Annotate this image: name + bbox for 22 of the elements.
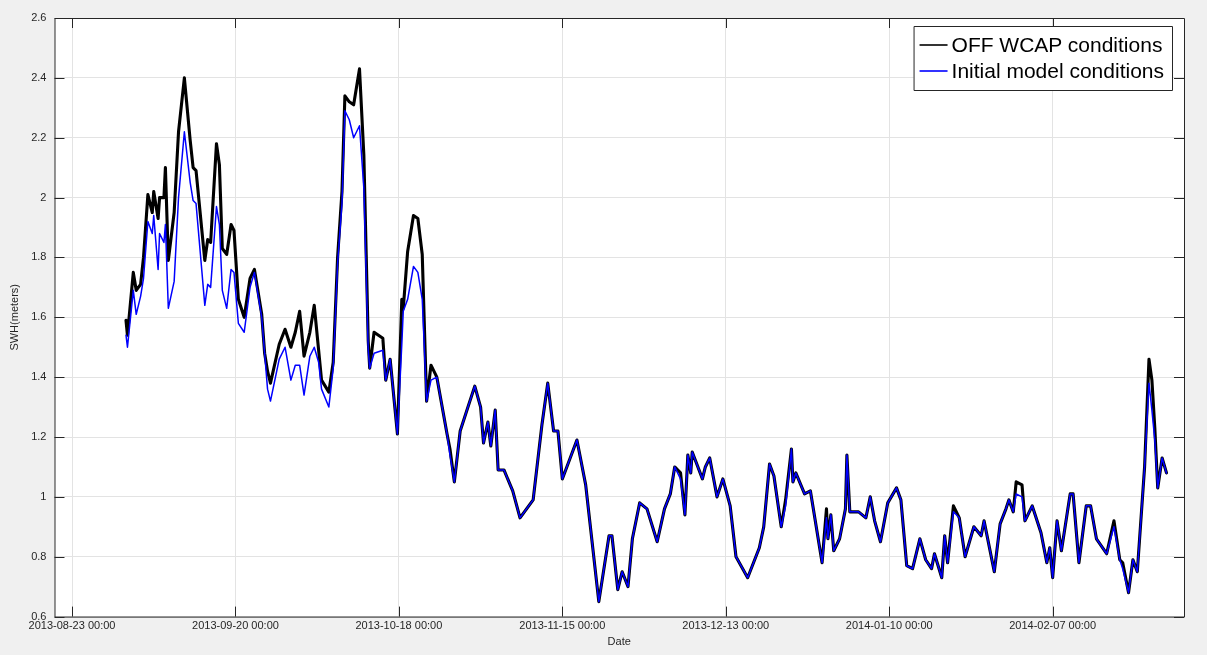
x-tick-label: 2013-08-23 00:00 [28, 619, 116, 632]
y-tick-label: 1.4 [31, 370, 47, 383]
y-tick-label: 0.6 [31, 609, 47, 622]
y-tick-label: 2.2 [31, 130, 47, 143]
x-tick-label: 2013-11-15 00:00 [519, 619, 606, 632]
x-tick-label: 2014-02-07 00:00 [1009, 619, 1097, 632]
y-tick-label: 2 [40, 190, 47, 203]
y-tick-label: 1.6 [31, 310, 47, 323]
x-tick-label: 2013-09-20 00:00 [192, 619, 279, 632]
y-tick-label: 1.8 [31, 250, 47, 263]
y-tick-label: 1.2 [31, 430, 47, 443]
y-tick-label: 0.8 [31, 549, 47, 562]
legend-label: OFF WCAP conditions [951, 32, 1163, 56]
x-tick-label: 2014-01-10 00:00 [845, 619, 933, 632]
x-tick-label: 2013-10-18 00:00 [355, 619, 443, 632]
y-tick-label: 2.4 [31, 70, 47, 83]
y-tick-label: 2.6 [31, 11, 47, 24]
x-axis-title: Date [607, 635, 631, 648]
legend-label: Initial model conditions [951, 58, 1164, 82]
x-tick-label: 2013-12-13 00:00 [682, 619, 770, 632]
y-axis-title: SWH(meters) [7, 284, 20, 351]
y-tick-label: 1 [40, 489, 47, 502]
